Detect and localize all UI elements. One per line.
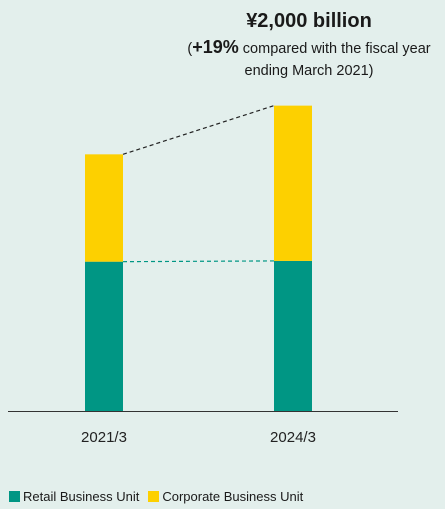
growth-percent: +19%	[192, 37, 239, 57]
legend-swatch-retail	[9, 491, 20, 502]
legend-label-retail: Retail Business Unit	[23, 489, 140, 504]
bar-corporate-2021-3	[85, 154, 123, 262]
growth-note-open: (	[187, 41, 193, 57]
legend-item-retail: Retail Business Unit	[9, 489, 139, 504]
headline-total: ¥2,000 billion	[246, 10, 372, 32]
total-growth-connector	[122, 105, 275, 155]
retail-connector	[122, 260, 275, 263]
bar-retail-2021-3	[85, 261, 123, 411]
x-tick-label-2021-3: 2021/3	[81, 429, 127, 446]
legend: Retail Business Unit Corporate Business U…	[9, 489, 312, 504]
x-tick-label-2024-3: 2024/3	[270, 429, 316, 446]
bar-retail-2024-3	[274, 260, 312, 411]
bar-corporate-2024-3	[274, 105, 312, 261]
legend-swatch-corporate	[148, 491, 160, 502]
legend-label-corporate: Corporate Business Unit	[162, 489, 304, 504]
legend-item-corporate: Corporate Business Unit	[148, 489, 303, 504]
growth-note: (+19% compared with the fiscal year endi…	[172, 36, 445, 82]
chart-annotation: ¥2,000 billion (+19% compared with the f…	[172, 8, 445, 82]
growth-note-text: compared with the fiscal year ending Mar…	[238, 41, 431, 79]
